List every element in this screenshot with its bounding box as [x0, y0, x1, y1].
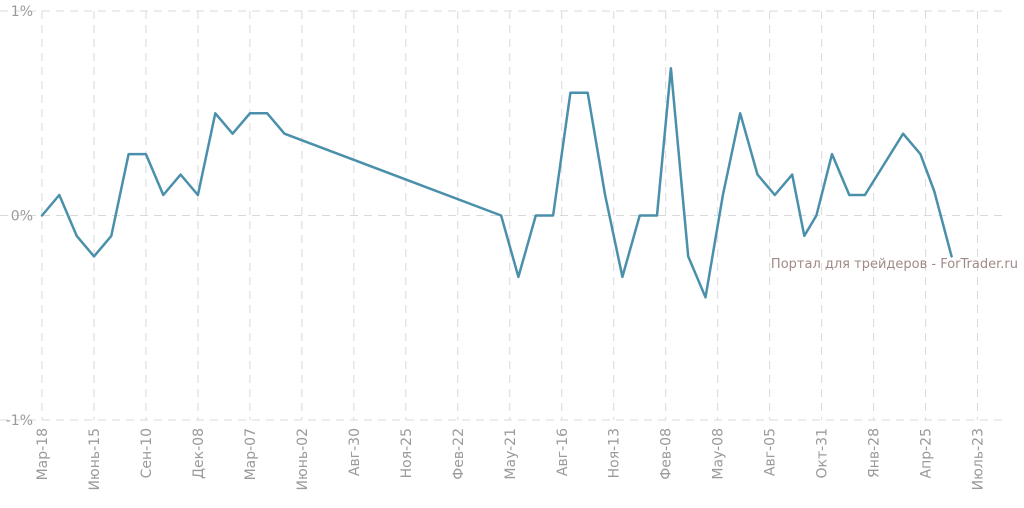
x-tick-label: Авг-16 [555, 428, 571, 476]
x-tick-label: Сен-10 [139, 428, 155, 478]
y-tick-label: 1% [11, 4, 33, 20]
x-tick-label: May-08 [711, 428, 727, 480]
x-tick-label: Июль-23 [971, 428, 987, 490]
series-line [40, 67, 953, 299]
x-tick-label: May-21 [503, 428, 519, 480]
x-tick-label: Янв-28 [867, 428, 883, 478]
y-axis-tick-labels: 1% 0% -1% [6, 4, 33, 429]
x-tick-label: Июнь-02 [295, 428, 311, 491]
x-tick-label: Авг-05 [763, 428, 779, 476]
x-tick-label: Дек-08 [191, 428, 207, 479]
x-tick-label: Ноя-13 [607, 428, 623, 478]
x-tick-label: Ноя-25 [399, 428, 415, 478]
x-tick-label: Мар-18 [35, 428, 51, 480]
x-axis-tick-labels: Мар-18 Июнь-15 Сен-10 Дек-08 Мар-07 Июнь-02 Ав… [35, 428, 987, 491]
x-tick-label: Авг-30 [347, 428, 363, 476]
x-gridlines [41, 11, 979, 420]
watermark-text: Портал для трейдеров - ForTrader.ru [771, 257, 1018, 272]
x-tick-label: Июнь-15 [87, 428, 103, 491]
y-tick-label: 0% [11, 209, 33, 225]
x-tick-label: Окт-31 [815, 428, 831, 479]
y-tick-label: -1% [6, 413, 33, 429]
x-tick-label: Апр-25 [919, 428, 935, 478]
series-group [40, 67, 953, 299]
x-tick-label: Мар-07 [243, 428, 259, 480]
x-tick-label: Фев-08 [659, 428, 675, 480]
x-tick-label: Фев-22 [451, 428, 467, 480]
